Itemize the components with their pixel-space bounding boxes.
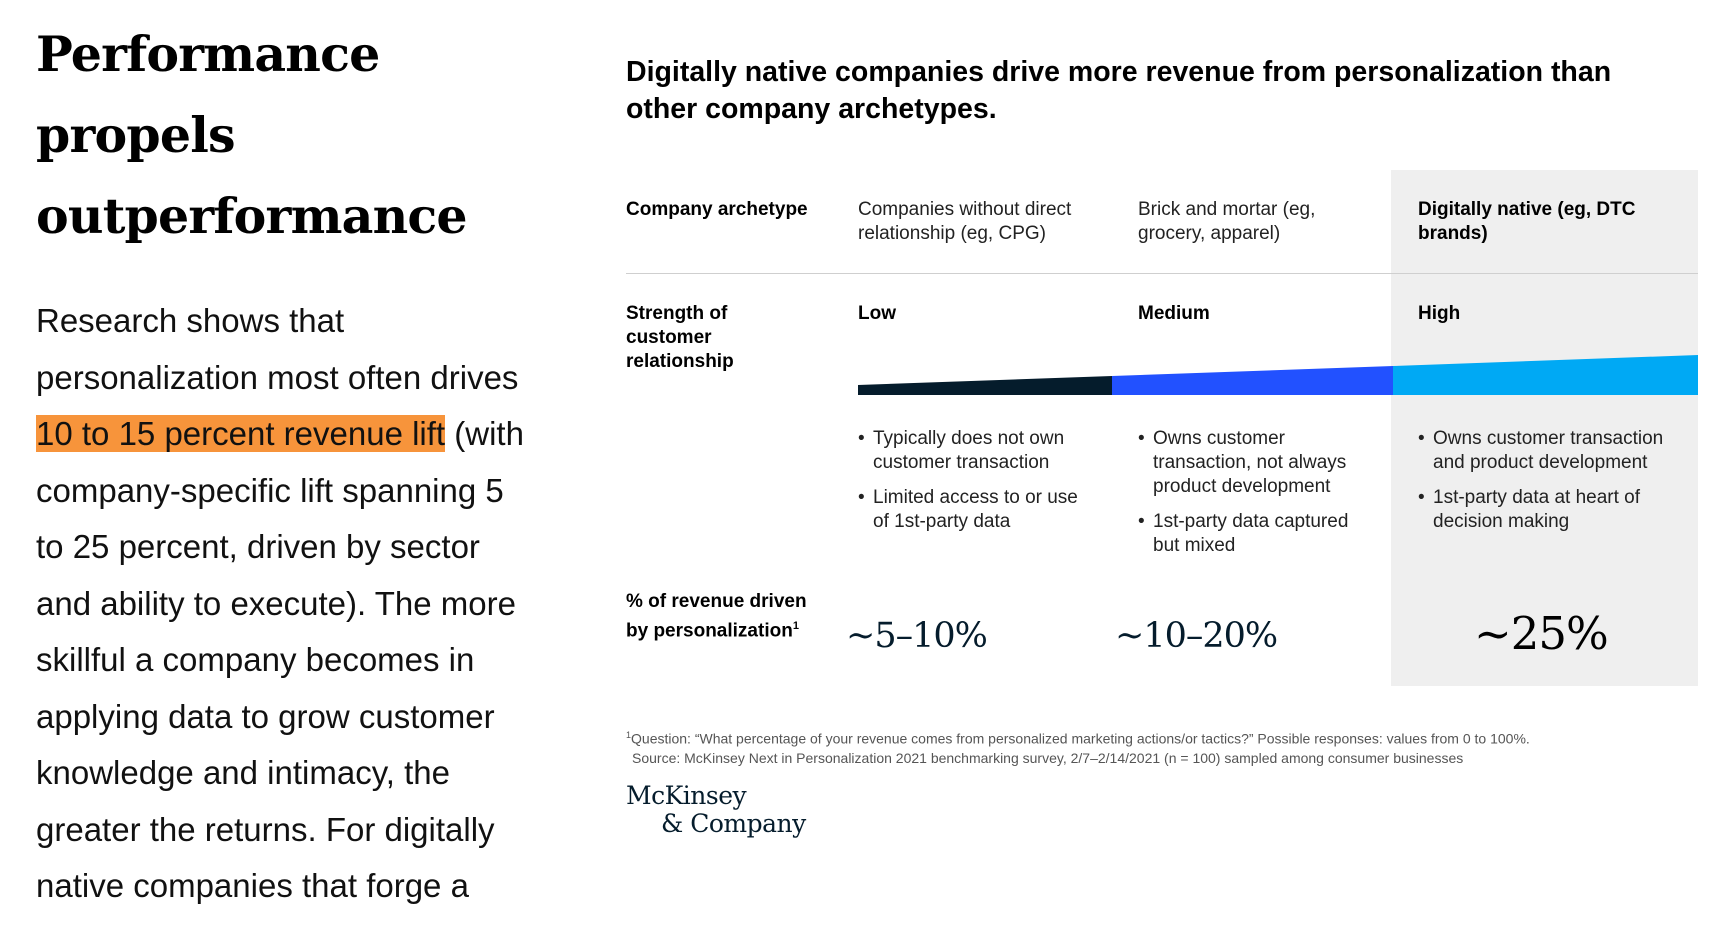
strength-medium: Medium [1138, 303, 1210, 324]
exhibit: Digitally native companies drive more re… [626, 0, 1698, 950]
highlight-column-background [1391, 170, 1698, 686]
mckinsey-logo: McKinsey & Company [626, 781, 806, 838]
footnote-question: Question: “What percentage of your reven… [631, 730, 1530, 747]
bullet-item: • Typically does not own customer transac… [858, 428, 1065, 473]
row-label-strength: Strength of customer relationship [626, 303, 734, 372]
bullet-item: • 1st-party data captured but mixed [1138, 511, 1349, 556]
body-text-after: (with company-specific lift spanning 5 t… [36, 415, 524, 904]
archetype-cell-3: Digitally native (eg, DTC brands) [1418, 199, 1636, 244]
headline-line-1: Performance [36, 25, 380, 83]
bullet-item: • Owns customer transaction, not always p… [1138, 428, 1347, 497]
strength-high: High [1418, 303, 1461, 324]
revenue-pct-2: ~10–20% [1115, 616, 1278, 656]
article-column: Performance propels outperformance Resea… [36, 14, 536, 915]
wedge-segment-high [1393, 355, 1698, 395]
article-headline: Performance propels outperformance [36, 14, 536, 257]
strength-low: Low [858, 303, 896, 324]
revenue-pct-3: ~25% [1474, 607, 1609, 660]
row-label-revenue: % of revenue driven by personalization1 [626, 591, 807, 642]
bullet-item: • Limited access to or use of 1st-party d… [858, 487, 1078, 532]
bullet-list-2: • Owns customer transaction, not always p… [1138, 427, 1378, 569]
bullet-list-3: • Owns customer transaction and product d… [1418, 427, 1688, 545]
row-label-archetype: Company archetype [626, 199, 808, 220]
footnote: 1Question: “What percentage of your reve… [626, 730, 1530, 766]
bullet-item: • Owns customer transaction and product d… [1418, 428, 1664, 473]
revenue-pct-1: ~5–10% [846, 616, 988, 656]
archetype-cell-1: Companies without direct relationship (e… [858, 199, 1072, 244]
archetype-cell-2: Brick and mortar (eg, grocery, apparel) [1138, 199, 1316, 244]
wedge-segment-low [858, 376, 1112, 395]
bullet-item: • 1st-party data at heart of decision mak… [1418, 487, 1641, 532]
exhibit-title: Digitally native companies drive more re… [626, 56, 1612, 125]
body-text-before: Research shows that personalization most… [36, 302, 519, 396]
article-body: Research shows that personalization most… [36, 293, 536, 915]
header-divider [626, 273, 1698, 274]
headline-line-3: outperformance [36, 187, 468, 245]
wedge-segment-medium [1112, 366, 1393, 395]
relationship-strength-wedge [858, 355, 1698, 395]
highlighted-stat: 10 to 15 percent revenue lift [36, 415, 446, 452]
footnote-source: Source: McKinsey Next in Personalization… [632, 749, 1464, 766]
bullet-list-1: • Typically does not own customer transac… [858, 427, 1098, 545]
headline-line-2: propels [36, 106, 236, 164]
